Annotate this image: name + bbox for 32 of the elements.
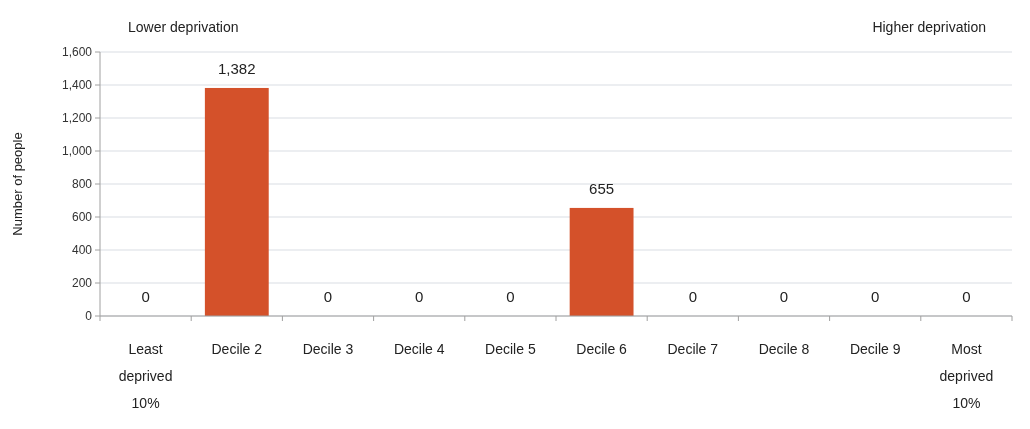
x-tick-label: Decile 7 [667,341,719,357]
data-label: 0 [779,288,789,305]
x-tick-label: Most deprived 10% [939,341,994,411]
data-label: 0 [688,288,697,305]
y-tick-label: 200 [71,276,93,291]
data-label: 0 [962,288,971,305]
text: Higher deprivation [872,19,986,35]
data-label: 0 [323,288,333,305]
data-label: 0 [871,288,880,305]
y-tick-label: 800 [71,177,93,192]
y-tick-label: 400 [71,243,93,258]
y-tick-label: 0 [85,309,93,324]
y-tick-label: 1,000 [61,144,93,159]
x-tick-label: Decile 8 [758,341,810,357]
x-tick-label: Decile 3 [302,341,354,357]
data-label: 0 [141,288,150,305]
y-tick-label: 600 [71,210,93,225]
x-tick-label: Decile 4 [393,341,445,357]
y-tick-label: 1,200 [61,111,93,126]
x-tick-label: Decile 6 [576,341,628,357]
y-tick-label: 1,600 [61,45,93,60]
x-tick-label: Decile 2 [211,341,263,357]
y-tick-label: 1,400 [61,78,93,93]
x-tick-label: Decile 9 [849,341,901,357]
x-tick-label: Least deprived 10% [118,341,173,411]
data-label: 0 [415,288,424,305]
y-axis-title: Number of people [10,132,25,236]
x-tick-label: Decile 5 [485,341,536,357]
data-label: 655 [589,179,615,197]
data-label: 1,382 [218,59,256,77]
text: Lower deprivation [128,19,239,35]
data-label: 0 [506,288,515,305]
